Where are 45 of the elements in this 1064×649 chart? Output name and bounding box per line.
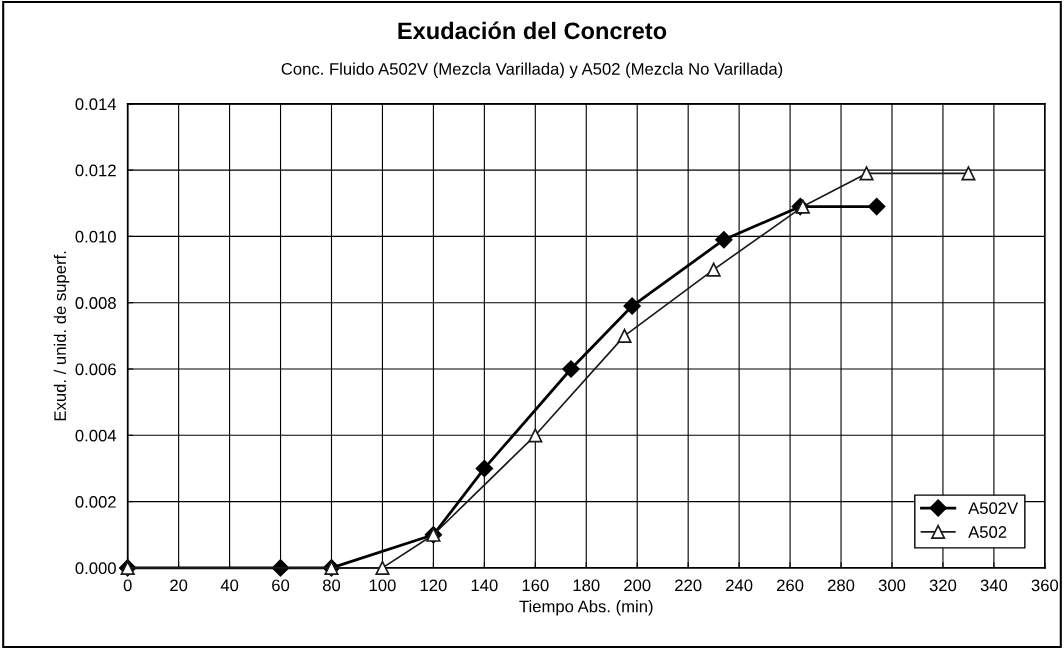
legend-label: A502 [968, 526, 1007, 538]
y-tick-label: 0.010 [75, 230, 116, 243]
y-tick-label: 0.000 [75, 562, 116, 575]
point [868, 197, 886, 216]
point [528, 428, 543, 443]
y-axis-title: Exud. / unid. de superf. [53, 251, 70, 421]
x-tick-label: 80 [322, 579, 341, 592]
x-tick-label: 160 [522, 579, 549, 592]
x-tick-label: 200 [624, 579, 651, 592]
y-tick-label: 0.014 [75, 98, 117, 111]
point [562, 360, 580, 378]
y-tick-label: 0.012 [75, 164, 116, 177]
x-tick-label: 140 [471, 579, 498, 592]
chart-title: Exudación del Concreto [398, 21, 667, 40]
x-tick-label: 320 [929, 579, 957, 592]
point [623, 297, 641, 315]
x-tick-label: 220 [675, 579, 702, 592]
point [715, 231, 733, 249]
y-tick-label: 0.002 [75, 495, 116, 508]
x-tick-label: 60 [272, 579, 290, 592]
x-tick-label: 120 [420, 579, 447, 592]
point [961, 166, 976, 181]
y-tick-label: 0.008 [75, 297, 116, 309]
y-tick-label: 0.004 [75, 429, 117, 442]
x-tick-label: 300 [878, 579, 906, 592]
x-tick-label: 280 [827, 579, 855, 592]
x-tick-label: 340 [980, 579, 1008, 592]
x-tick-label: 40 [220, 579, 239, 592]
legend-label: A502V [968, 502, 1019, 515]
point [375, 560, 390, 575]
chart-subtitle: Conc. Fluido A502V (Mezcla Varillada) y A502 (Mezcla No Varillada) [281, 62, 783, 79]
x-tick-label: 20 [170, 579, 188, 592]
x-tick-label: 260 [777, 579, 804, 592]
x-tick-label: 360 [1031, 579, 1059, 592]
x-tick-label: 240 [726, 579, 753, 592]
x-tick-label: 100 [369, 579, 396, 592]
point [617, 328, 632, 343]
point [795, 199, 810, 214]
y-tick-label: 0.006 [75, 363, 116, 376]
point [475, 459, 494, 478]
x-tick-label: 180 [573, 579, 600, 592]
x-axis-title: Tiempo Abs. (min) [519, 600, 653, 616]
point [859, 166, 874, 181]
point [706, 262, 721, 277]
x-tick-label: 0 [123, 579, 132, 592]
